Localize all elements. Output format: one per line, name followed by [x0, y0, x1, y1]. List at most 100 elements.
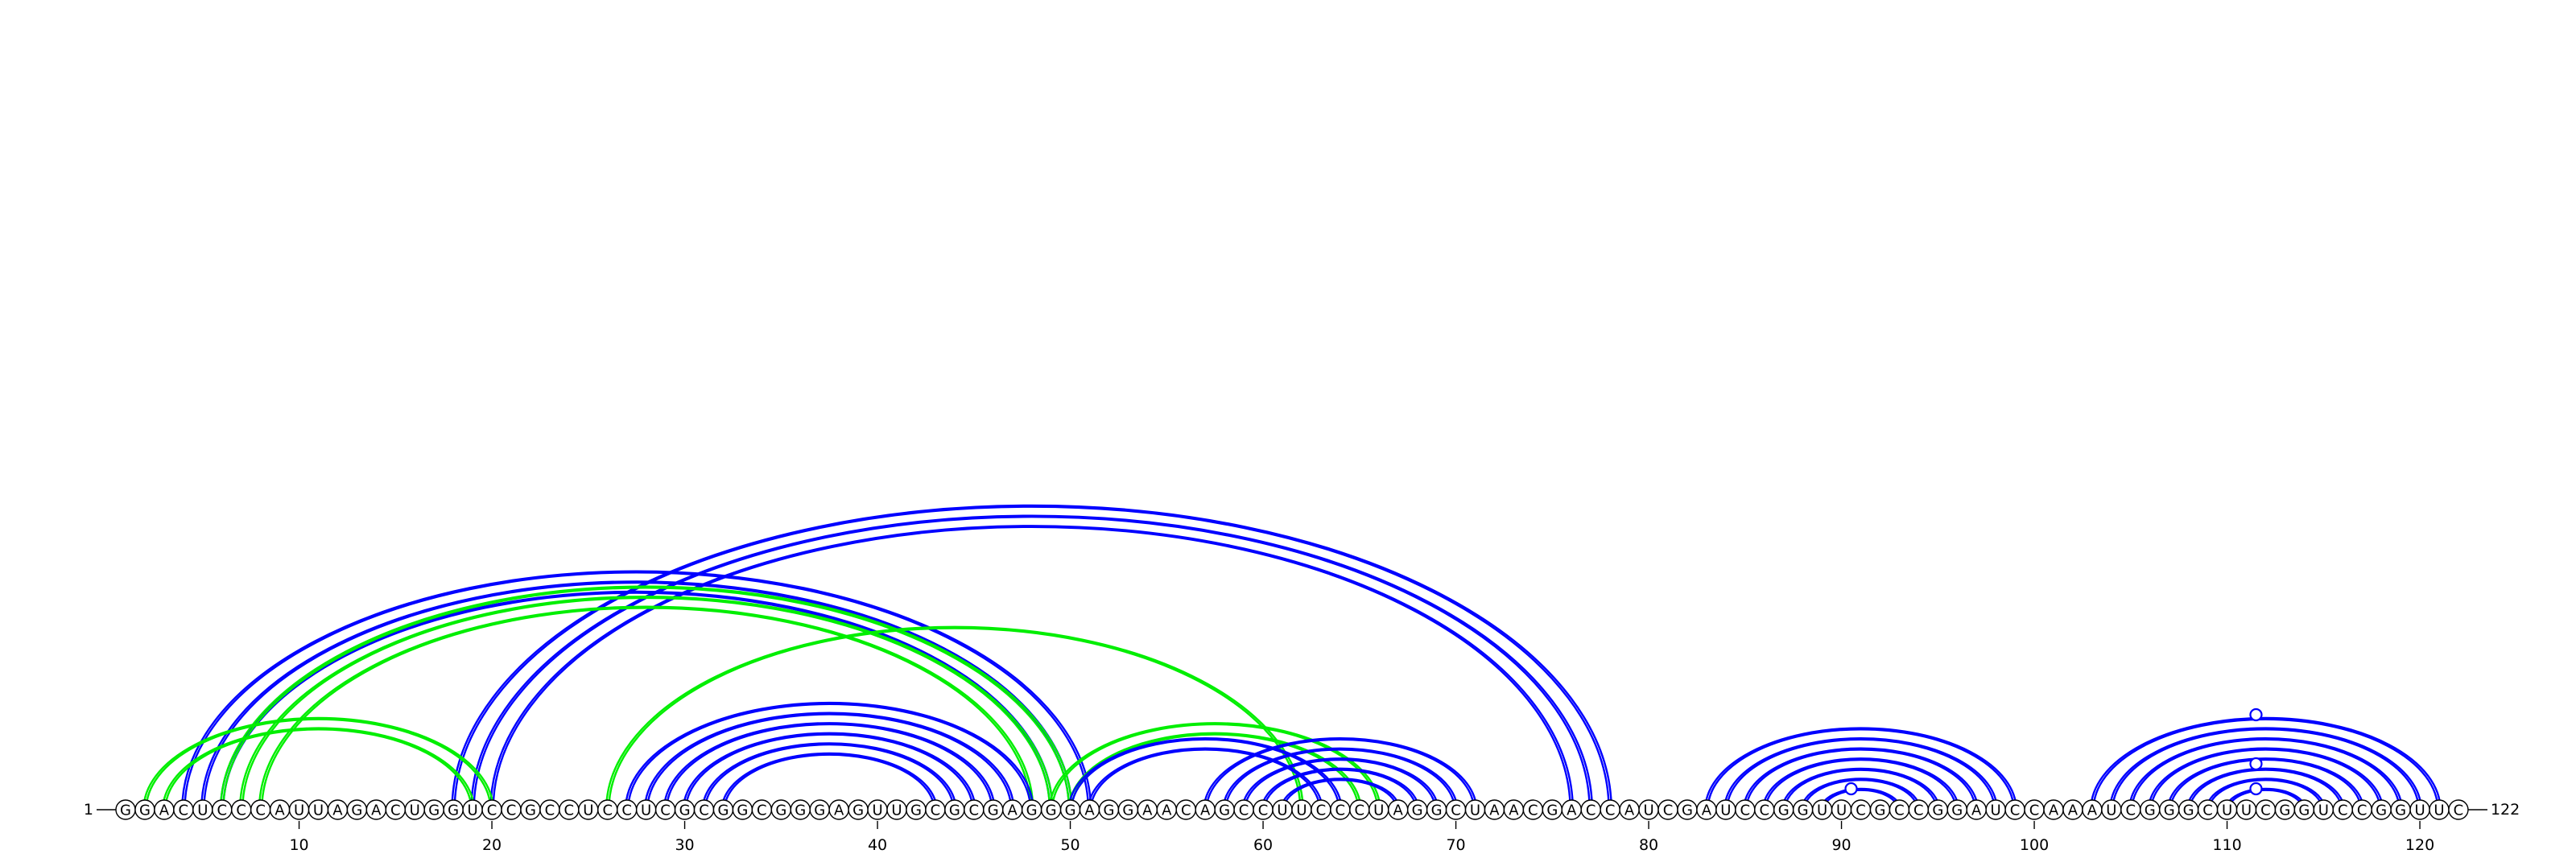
nucleotide-letter: C: [1586, 802, 1596, 819]
nucleotide: U: [886, 799, 907, 820]
nucleotide-letter: U: [294, 802, 304, 819]
nucleotide-letter: C: [621, 802, 632, 819]
nucleotide: U: [1985, 799, 2006, 820]
nucleotide-letter: G: [120, 802, 131, 819]
nucleotide-letter: A: [2087, 802, 2098, 819]
nucleotide-letter: C: [1335, 802, 1346, 819]
tick-label: 80: [1639, 836, 1658, 854]
nucleotide: G: [1214, 799, 1235, 820]
nucleotide: C: [501, 799, 522, 820]
nucleotide-letter: C: [1316, 802, 1327, 819]
nucleotide: U: [1715, 799, 1736, 820]
nucleotide-letter: C: [255, 802, 266, 819]
nucleotide: C: [964, 799, 985, 820]
arc-blue-108-116: [2186, 767, 2346, 811]
nucleotide: C: [1349, 799, 1370, 820]
nucleotide-letter: A: [1142, 802, 1153, 819]
nucleotide-letter: G: [1219, 802, 1230, 819]
arc-blue-104-120: [2112, 728, 2420, 811]
nucleotide: U: [1291, 799, 1312, 820]
nucleotide-letter: C: [506, 802, 517, 819]
nucleotide: C: [539, 799, 560, 820]
nucleotide: G: [1869, 799, 1891, 820]
nucleotide-letter: G: [2145, 802, 2156, 819]
nucleotide-letter: C: [1894, 802, 1905, 819]
tick-label: 60: [1253, 836, 1273, 854]
nucleotide: C: [1754, 799, 1775, 820]
nucleotide: C: [2332, 799, 2353, 820]
nucleotide: U: [192, 799, 213, 820]
nucleotide: G: [770, 799, 791, 820]
nucleotide-letter: A: [332, 802, 343, 819]
nucleotide-letter: U: [1373, 802, 1384, 819]
nucleotide: U: [1638, 799, 1659, 820]
nucleotide: A: [269, 799, 291, 820]
nucleotide-letter: G: [852, 802, 864, 819]
nucleotide-letter: U: [2434, 802, 2444, 819]
nucleotide: G: [1021, 799, 1042, 820]
nucleotide: C: [1253, 799, 1274, 820]
arc-blue-6-49: [219, 590, 1054, 811]
nucleotide: G: [1117, 799, 1139, 820]
nucleotide: U: [635, 799, 657, 820]
nucleotide: C: [1445, 799, 1467, 820]
nucleotide-letter: U: [313, 802, 324, 819]
arc-blue-85-97: [1745, 749, 1976, 811]
arc-blue-104-120: [2109, 727, 2422, 811]
nucleotide-letter: C: [2126, 802, 2136, 819]
nucleotide: A: [1503, 799, 1525, 820]
nucleotide: C: [2004, 799, 2025, 820]
nucleotide: G: [2371, 799, 2392, 820]
nucleotide: G: [732, 799, 753, 820]
nucleotide: C: [1850, 799, 1872, 820]
nucleotide: G: [1098, 799, 1120, 820]
arc-blue-57-71: [1205, 738, 1476, 811]
arc-blue-59-69: [1244, 758, 1437, 811]
arc-blue-107-117: [2166, 757, 2364, 811]
nucleotide-letter: G: [1874, 802, 1885, 819]
nucleotide-letter: G: [910, 802, 922, 819]
nucleotide-letter: G: [1778, 802, 1790, 819]
nucleotide-letter: G: [1431, 802, 1443, 819]
nucleotide: C: [1657, 799, 1678, 820]
nucleotide: C: [751, 799, 773, 820]
nucleotide-letter: G: [717, 802, 729, 819]
nucleotide-letter: C: [545, 802, 555, 819]
nucleotide-letter: C: [1856, 802, 1866, 819]
arc-green-49-66: [1051, 723, 1379, 811]
nucleotide: C: [1889, 799, 1910, 820]
nucleotide: A: [1001, 799, 1023, 820]
arc-blue-4-51: [181, 570, 1092, 811]
nucleotide-letter: A: [1084, 802, 1095, 819]
nucleotide: C: [212, 799, 233, 820]
arc-blue-30-45: [684, 733, 974, 811]
nucleotide-letter: G: [1798, 802, 1809, 819]
nucleotide-letter: G: [2298, 802, 2310, 819]
nucleotide: C: [1175, 799, 1196, 820]
nucleotide-letter: G: [1026, 802, 1038, 819]
nucleotide: A: [154, 799, 175, 820]
nucleotide: G: [115, 799, 136, 820]
arc-blue-106-118: [2150, 749, 2381, 811]
nucleotide: G: [674, 799, 696, 820]
nucleotide-letter: A: [1509, 802, 1519, 819]
nucleotide-letter: A: [1567, 802, 1577, 819]
arc-green-26-62: [608, 627, 1302, 811]
nucleotide-letter: C: [1451, 802, 1461, 819]
nucleotide-letter: C: [1355, 802, 1365, 819]
nucleotide-letter: G: [949, 802, 960, 819]
arc-blue-32-43: [723, 753, 935, 811]
nucleotide-letter: C: [564, 802, 575, 819]
nucleotide: A: [365, 799, 387, 820]
nucleotide-letter: G: [988, 802, 999, 819]
nucleotide: U: [2216, 799, 2238, 820]
nucleotide-letter: G: [737, 802, 748, 819]
nucleotide: C: [2351, 799, 2372, 820]
nucleotide: A: [2082, 799, 2103, 820]
arc-blue-87-95: [1781, 767, 1941, 811]
nucleotide-letter: G: [139, 802, 151, 819]
nucleotide-letter: A: [1971, 802, 1982, 819]
nucleotide-letter: U: [1991, 802, 2001, 819]
nucleotide: G: [1677, 799, 1698, 820]
nucleotide: G: [848, 799, 869, 820]
